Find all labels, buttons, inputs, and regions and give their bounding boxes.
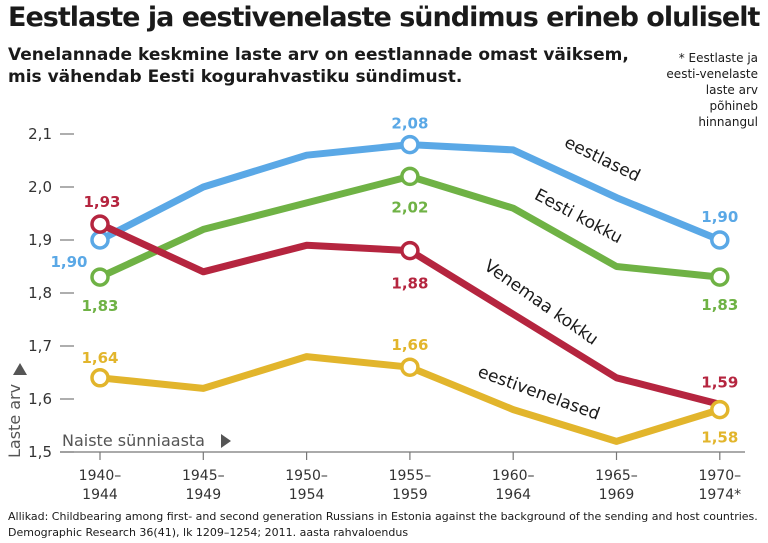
x-tick-label: 1960– 1964: [492, 468, 535, 503]
data-point-marker: [90, 368, 110, 388]
x-axis-arrow: [221, 434, 231, 448]
y-tick-label: 1,6: [28, 390, 52, 408]
data-value-label: 1,83: [81, 297, 118, 315]
data-value-label: 1,64: [81, 349, 118, 367]
data-point-marker: [710, 267, 730, 287]
data-point-marker: [710, 399, 730, 420]
data-value-label: 2,08: [391, 115, 428, 133]
y-tick-label: 1,8: [28, 284, 52, 302]
y-tick-label: 1,9: [28, 231, 52, 249]
data-value-label: 1,93: [83, 193, 120, 211]
y-axis-arrow: [13, 363, 27, 375]
data-value-label: 1,83: [701, 296, 738, 314]
x-tick-label-line: 1970–: [698, 468, 741, 484]
data-point-marker: [90, 214, 110, 234]
y-tick-label: 1,5: [28, 443, 52, 461]
data-value-label: 1,59: [701, 373, 738, 391]
x-axis-label: Naiste sünniaasta: [62, 431, 205, 450]
data-value-label: 1,90: [50, 253, 87, 271]
data-value-label: 1,88: [391, 275, 428, 293]
y-tick-label: 1,7: [28, 337, 52, 355]
x-tick-label: 1945– 1949: [182, 468, 225, 503]
y-tick-label: 2,0: [28, 178, 52, 196]
y-tick-label: 2,1: [28, 125, 52, 143]
x-tick-label-line: 1950–: [285, 468, 328, 484]
footnote-estimate: * Eestlaste ja eesti-venelaste laste arv…: [666, 51, 758, 129]
x-tick-label-line: 1959: [392, 487, 428, 503]
x-tick-label-line: 1960–: [492, 468, 535, 484]
data-value-label: 2,02: [391, 198, 428, 216]
data-point-marker: [400, 357, 420, 377]
data-point-marker: [710, 230, 730, 250]
data-point-marker: [400, 166, 420, 187]
x-tick-label: 1950– 1954: [285, 468, 328, 503]
series-line: [96, 141, 724, 244]
x-tick-label-line: 1945–: [182, 468, 225, 484]
chart-subtitle: Venelannade keskmine laste arv on eestla…: [8, 45, 629, 87]
data-value-label: 1,90: [701, 208, 738, 226]
x-tick-label: 1955– 1959: [389, 468, 432, 503]
x-tick-label: 1940– 1944: [79, 468, 122, 503]
x-tick-label-line: 1969: [599, 487, 635, 503]
x-tick-label: 1970– 1974*: [698, 468, 741, 503]
x-tick-label-line: 1965–: [595, 468, 638, 484]
chart-title: Eestlaste ja eestivenelaste sündimus eri…: [8, 2, 760, 33]
y-axis-label: Laste arv: [5, 384, 24, 458]
x-tick-label-line: 1940–: [79, 468, 122, 484]
data-value-label: 1,58: [701, 429, 738, 447]
x-tick-label-line: 1974*: [698, 487, 741, 503]
data-point-marker: [400, 240, 420, 261]
x-tick-label-line: 1949: [185, 487, 221, 503]
data-point-marker: [90, 230, 110, 250]
x-tick-label: 1965– 1969: [595, 468, 638, 503]
x-tick-label-line: 1944: [82, 487, 118, 503]
data-value-label: 1,66: [391, 336, 428, 354]
x-tick-label-line: 1955–: [389, 468, 432, 484]
x-tick-label-line: 1954: [289, 487, 325, 503]
data-point-marker: [90, 267, 110, 287]
x-tick-label-line: 1964: [495, 487, 531, 503]
source-note: Allikad: Childbearing among first- and s…: [8, 510, 758, 539]
data-point-marker: [400, 134, 420, 155]
